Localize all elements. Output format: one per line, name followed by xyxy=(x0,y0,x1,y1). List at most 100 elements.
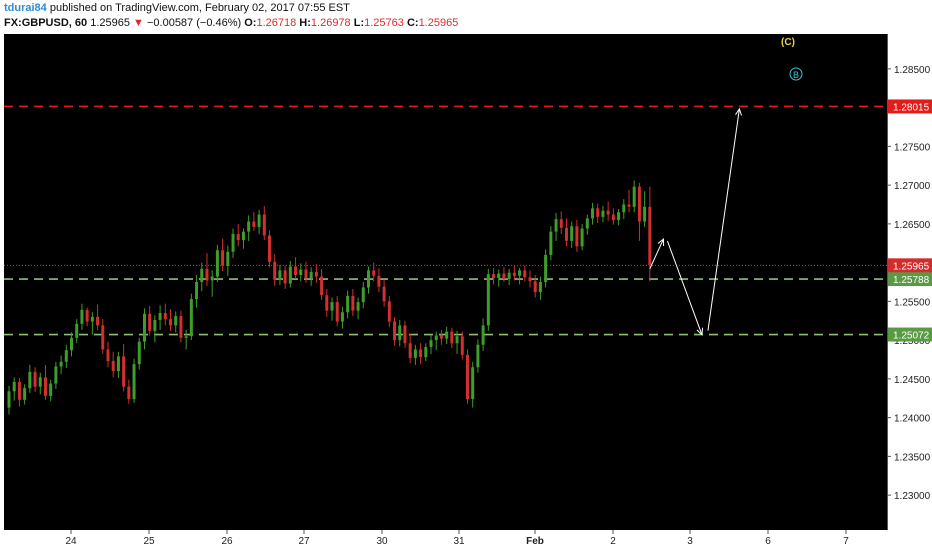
candle-body xyxy=(382,286,386,302)
candle-body xyxy=(163,313,167,320)
candle-body xyxy=(49,383,53,396)
candle-body xyxy=(507,272,511,279)
x-tick-label: 27 xyxy=(298,536,310,547)
low-label: L: xyxy=(353,17,365,29)
candle-body xyxy=(544,254,548,282)
candle-body xyxy=(215,250,219,277)
candlestick-chart[interactable]: 1.23000 1.23500 1.24000 1.24500 1.25000 1.255… xyxy=(0,32,932,550)
candle-body xyxy=(262,214,266,236)
candle-body xyxy=(413,349,417,358)
candle-body xyxy=(28,371,32,389)
candle-body xyxy=(622,204,626,213)
candle-body xyxy=(627,204,631,207)
candle-body xyxy=(538,282,542,293)
candle-body xyxy=(564,227,568,241)
candle-body xyxy=(591,208,595,219)
candle-body xyxy=(278,270,282,280)
candle-body xyxy=(549,231,553,255)
candle-body xyxy=(127,386,131,400)
open-value: 1.26718 xyxy=(256,17,297,29)
candle-body xyxy=(497,273,501,279)
candle-body xyxy=(158,313,162,320)
candle-body xyxy=(210,276,214,281)
candle-body xyxy=(486,274,490,326)
y-tick-label: 1.23500 xyxy=(894,452,931,463)
candle-body xyxy=(85,309,89,322)
candle-body xyxy=(465,354,469,400)
candle-body xyxy=(601,210,605,217)
candle-body xyxy=(288,266,292,284)
candle-body xyxy=(471,367,475,400)
candle-body xyxy=(64,350,68,362)
candle-body xyxy=(518,270,522,276)
candle-body xyxy=(122,356,126,387)
publisher-name[interactable]: tdurai84 xyxy=(4,2,47,14)
close-value: 1.25965 xyxy=(418,17,459,29)
candle-body xyxy=(38,377,42,387)
candle-body xyxy=(268,235,271,262)
level-tag xyxy=(888,327,932,342)
x-tick-label: 31 xyxy=(453,536,465,547)
candle-body xyxy=(304,269,308,279)
projection-arrow xyxy=(649,238,664,270)
candle-body xyxy=(476,344,480,368)
candle-body xyxy=(460,336,464,355)
candle-body xyxy=(346,295,350,313)
candle-body xyxy=(226,251,230,266)
candle-body xyxy=(90,316,94,322)
candle-body xyxy=(17,381,21,400)
candle-body xyxy=(132,364,136,400)
candle-body xyxy=(106,349,110,362)
ohlc-line: FX:GBPUSD, 60 1.25965 ▼ −0.00587 (−0.46%… xyxy=(4,17,458,29)
candle-body xyxy=(356,302,360,311)
level-tag-label: 1.25788 xyxy=(893,275,930,286)
level-tag-label: 1.28015 xyxy=(893,102,930,113)
candle-body xyxy=(419,349,423,358)
candle-body xyxy=(101,325,105,350)
candle-body xyxy=(408,343,412,358)
open-label: O: xyxy=(244,17,257,29)
candle-body xyxy=(325,295,329,311)
y-tick-label: 1.26500 xyxy=(894,220,931,231)
change-value: −0.00587 (−0.46%) xyxy=(146,17,242,29)
candle-body xyxy=(585,218,589,229)
y-tick-label: 1.25500 xyxy=(894,297,931,308)
candle-body xyxy=(241,231,245,241)
y-tick-label: 1.25000 xyxy=(894,336,931,347)
candle-body xyxy=(299,269,303,276)
candle-body xyxy=(221,250,225,266)
candle-body xyxy=(387,301,391,322)
x-tick-label: 3 xyxy=(687,536,693,547)
candle-body xyxy=(372,270,376,276)
x-tick-label: 30 xyxy=(376,536,388,547)
last-price-tag xyxy=(888,258,932,273)
symbol-label: FX:GBPUSD, 60 xyxy=(4,17,88,29)
candle-body xyxy=(424,347,428,358)
candle-body xyxy=(195,282,199,300)
chart-header: tdurai84 published on TradingView.com, F… xyxy=(0,0,932,32)
published-text: published on TradingView.com, February 0… xyxy=(49,2,350,14)
candle-body xyxy=(377,275,381,287)
candle-body xyxy=(403,325,407,344)
x-tick-label: 25 xyxy=(143,536,155,547)
publish-line: tdurai84 published on TradingView.com, F… xyxy=(4,2,350,14)
level-tag xyxy=(888,99,932,114)
plot-area xyxy=(4,34,887,530)
candle-body xyxy=(351,295,355,311)
candle-body xyxy=(554,219,558,232)
close-label: C: xyxy=(406,17,419,29)
candle-body xyxy=(70,337,74,351)
candle-body xyxy=(116,356,120,372)
candle-body xyxy=(439,335,443,339)
candle-body xyxy=(643,206,647,222)
candle-body xyxy=(23,388,27,400)
projection-arrow xyxy=(707,108,740,331)
candle-body xyxy=(200,268,204,282)
candle-body xyxy=(445,331,449,339)
candle-body xyxy=(247,221,251,232)
candle-body xyxy=(294,266,298,276)
candle-body xyxy=(393,321,397,341)
y-tick-label: 1.27000 xyxy=(894,181,931,192)
candle-body xyxy=(33,371,37,387)
x-tick-label: 2 xyxy=(610,536,616,547)
